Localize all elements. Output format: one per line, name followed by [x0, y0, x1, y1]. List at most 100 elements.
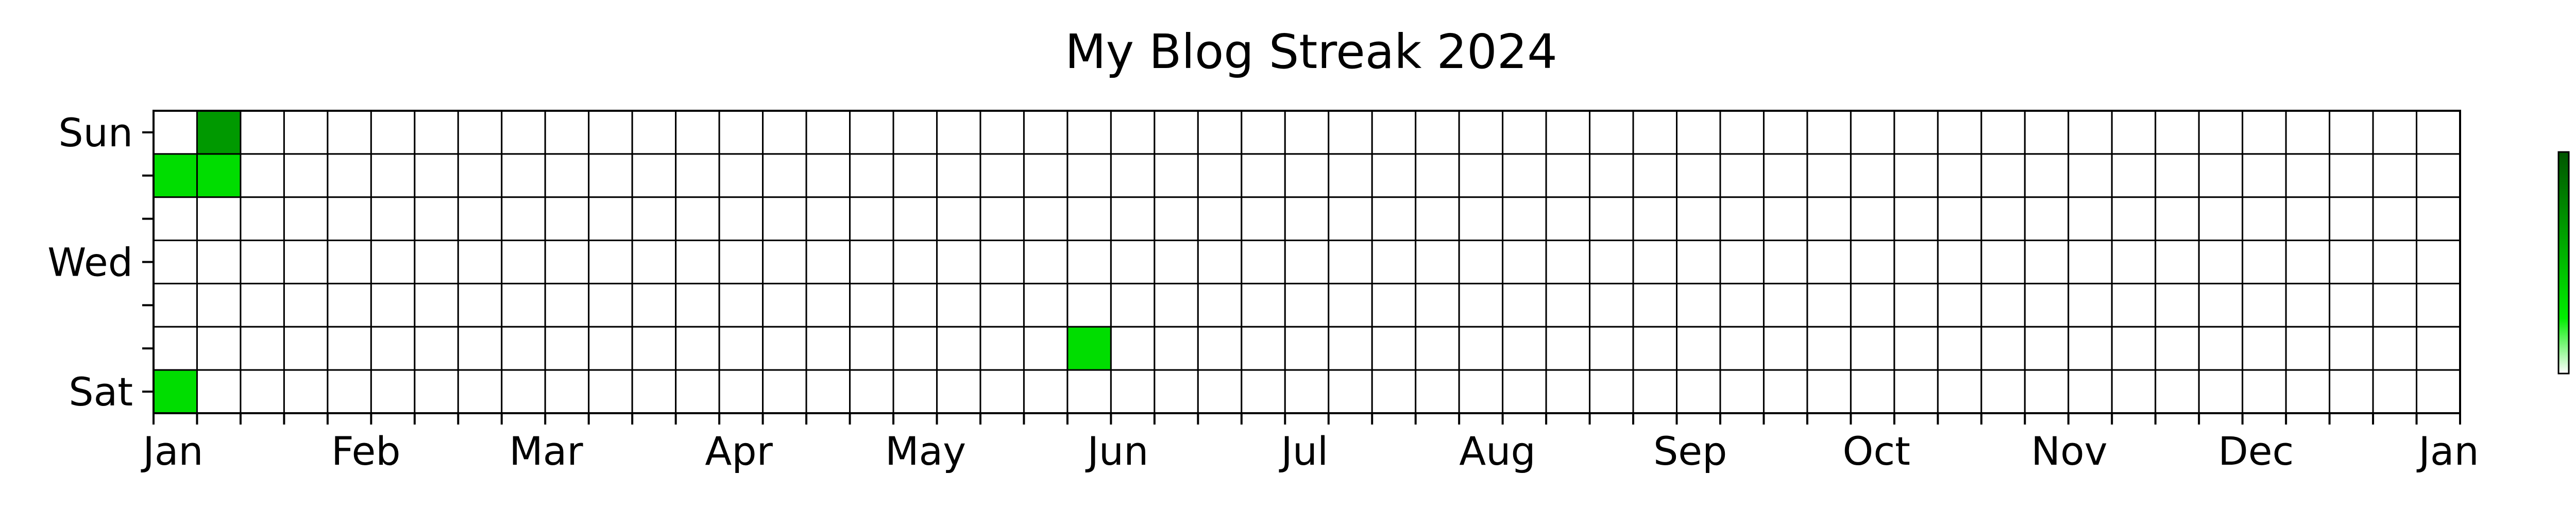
heatmap-cell [2242, 110, 2287, 155]
heatmap-cell [544, 196, 590, 242]
heatmap-cell [1415, 240, 1460, 284]
heatmap-cell [1719, 282, 1765, 328]
heatmap-cell [979, 240, 1025, 284]
heatmap-cell [805, 369, 851, 414]
heatmap-cell [240, 240, 285, 284]
heatmap-cell [1066, 153, 1112, 198]
heatmap-cell [1762, 153, 1808, 198]
heatmap-cell [675, 326, 720, 371]
heatmap-cell [1632, 153, 1678, 198]
heatmap-cell [2111, 326, 2157, 371]
heatmap-cell [805, 326, 851, 371]
heatmap-cell [1937, 153, 1982, 198]
heatmap-cell [414, 196, 459, 242]
heatmap-cell [1154, 282, 1199, 328]
heatmap-cell [2285, 153, 2331, 198]
heatmap-cell [718, 240, 764, 284]
heatmap-cell [1980, 110, 2026, 155]
heatmap-cell [805, 153, 851, 198]
heatmap-cell [196, 369, 242, 414]
heatmap-cell [631, 282, 677, 328]
legend-colorbar [2557, 151, 2570, 375]
heatmap-cell [631, 326, 677, 371]
heatmap-cell [1893, 110, 1939, 155]
heatmap-cell [196, 326, 242, 371]
heatmap-cell [1023, 240, 1069, 284]
heatmap-cell [2067, 240, 2113, 284]
heatmap-cell [1197, 196, 1243, 242]
heatmap-cell [457, 326, 503, 371]
heatmap-cell [892, 153, 938, 198]
heatmap-cell [1545, 282, 1591, 328]
heatmap-cell [1284, 326, 1330, 371]
heatmap-cell [1676, 153, 1721, 198]
heatmap-cell [718, 282, 764, 328]
heatmap-cell [588, 326, 633, 371]
heatmap-cell [2155, 326, 2200, 371]
heatmap-cell [588, 369, 633, 414]
heatmap-cell [1589, 369, 1634, 414]
heatmap-cell [1415, 196, 1460, 242]
heatmap-cell [1241, 153, 1286, 198]
heatmap-cell [196, 282, 242, 328]
heatmap-cell [1502, 369, 1547, 414]
heatmap-cell [2024, 326, 2070, 371]
heatmap-cell [2111, 153, 2157, 198]
heatmap-cell [544, 326, 590, 371]
heatmap-cell [1023, 326, 1069, 371]
heatmap-cell [1589, 153, 1634, 198]
heatmap-grid [152, 110, 2461, 414]
heatmap-cell [2024, 282, 2070, 328]
heatmap-cell [1632, 369, 1678, 414]
heatmap-cell [1632, 240, 1678, 284]
heatmap-cell [1110, 326, 1156, 371]
heatmap-cell [1676, 326, 1721, 371]
heatmap-cell [849, 153, 894, 198]
heatmap-cell [2111, 369, 2157, 414]
heatmap-cell [327, 153, 372, 198]
heatmap-cell [2329, 110, 2374, 155]
heatmap-cell [501, 326, 546, 371]
heatmap-cell [718, 326, 764, 371]
heatmap-cell [2067, 196, 2113, 242]
heatmap-cell [414, 369, 459, 414]
heatmap-cell [718, 153, 764, 198]
heatmap-cell [1066, 196, 1112, 242]
heatmap-cell [1415, 282, 1460, 328]
heatmap-cell [1806, 282, 1852, 328]
heatmap-cell [2198, 326, 2244, 371]
heatmap-cell [1632, 326, 1678, 371]
heatmap-cell [1371, 240, 1417, 284]
day-tick-label: Sat [69, 369, 133, 415]
heatmap-cell [1154, 153, 1199, 198]
heatmap-cell [1676, 110, 1721, 155]
heatmap-cell [414, 282, 459, 328]
heatmap-cell [1328, 153, 1373, 198]
heatmap-cell [892, 282, 938, 328]
heatmap-cell [1762, 282, 1808, 328]
heatmap-cell [1589, 326, 1634, 371]
heatmap-cell [1066, 240, 1112, 284]
heatmap-cell [675, 369, 720, 414]
heatmap-cell [457, 282, 503, 328]
heatmap-cell [152, 326, 198, 371]
heatmap-cell [1502, 153, 1547, 198]
heatmap-cell [2111, 282, 2157, 328]
heatmap-cell [2242, 153, 2287, 198]
heatmap-cell [1719, 110, 1765, 155]
heatmap-cell [1545, 369, 1591, 414]
heatmap-cell [1066, 369, 1112, 414]
heatmap-cell [2242, 240, 2287, 284]
heatmap-cell [1980, 153, 2026, 198]
heatmap-cell [501, 282, 546, 328]
heatmap-cell [1241, 110, 1286, 155]
heatmap-cell [2024, 240, 2070, 284]
heatmap-cell [1937, 196, 1982, 242]
heatmap-cell [1980, 282, 2026, 328]
heatmap-cell [2111, 110, 2157, 155]
heatmap-cell [718, 369, 764, 414]
heatmap-cell [2111, 240, 2157, 284]
heatmap-cell [2372, 282, 2418, 328]
heatmap-cell [849, 196, 894, 242]
heatmap-cell [1937, 282, 1982, 328]
